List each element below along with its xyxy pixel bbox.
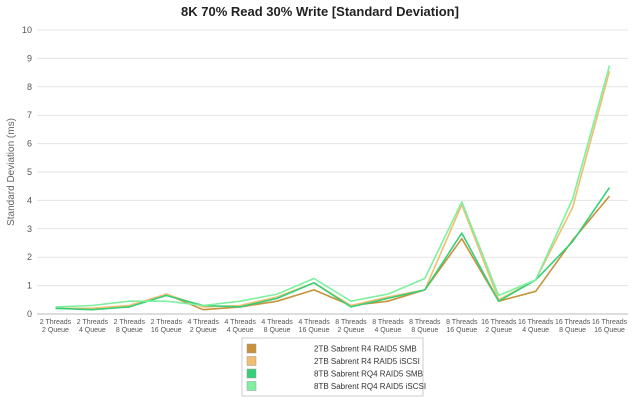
series-lines (55, 65, 611, 311)
legend-label: 2TB Sabrent R4 RAID5 iSCSI (314, 357, 420, 366)
legend-frame (241, 337, 424, 397)
x-axis-ticks: 2 Threads 2 Queue 2 Threads 4 Queue 2 Thread… (40, 319, 628, 334)
x-tick-label: 2 Threads 8 Queue (114, 319, 146, 334)
x-tick-label: 16 Threads 4 Queue (518, 319, 554, 334)
series-line-3 (55, 187, 611, 311)
y-tick-label: 4 (27, 195, 32, 205)
x-tick-label: 16 Threads 16 Queue (592, 319, 628, 334)
legend-swatch (246, 343, 257, 354)
legend-label: 8TB Sabrent RQ4 RAID5 SMB (314, 370, 423, 379)
legend-swatch (246, 381, 257, 391)
x-tick-label: 4 Threads 2 Queue (188, 319, 220, 334)
y-tick-label: 8 (27, 82, 32, 92)
x-tick-label: 16 Threads 8 Queue (555, 319, 591, 334)
y-tick-label: 7 (27, 110, 32, 120)
x-tick-label: 2 Threads 4 Queue (77, 319, 109, 334)
x-tick-label: 2 Threads 2 Queue (40, 319, 72, 334)
gridlines (37, 29, 628, 315)
legend-swatch (246, 368, 257, 379)
y-tick-label: 10 (22, 25, 32, 35)
y-tick-label: 3 (27, 224, 32, 234)
series-line-4 (55, 65, 611, 308)
y-tick-label: 1 (27, 281, 32, 291)
series-line-2 (55, 70, 611, 310)
y-axis-label: Standard Deviation (ms) (6, 118, 17, 226)
x-tick-label: 8 Threads 4 Queue (372, 319, 404, 334)
x-tick-label: 8 Threads 16 Queue (446, 319, 478, 334)
x-tick-label: 16 Threads 2 Queue (481, 319, 517, 334)
y-tick-label: 5 (27, 167, 32, 177)
legend-swatch (246, 356, 257, 366)
y-axis-ticks: 0 1 2 3 4 5 6 7 8 9 10 (22, 25, 32, 319)
legend-label: 2TB Sabrent R4 RAID5 SMB (314, 345, 417, 354)
y-tick-label: 6 (27, 139, 32, 149)
y-tick-label: 0 (27, 309, 32, 319)
y-tick-label: 9 (27, 53, 32, 63)
x-tick-label: 2 Threads 16 Queue (151, 319, 183, 334)
x-tick-label: 4 Threads 4 Queue (224, 319, 256, 334)
x-tick-label: 4 Threads 16 Queue (298, 319, 330, 334)
x-tick-label: 8 Threads 2 Queue (335, 319, 367, 334)
series-line-1 (55, 195, 611, 311)
x-tick-label: 8 Threads 8 Queue (409, 319, 441, 334)
x-tick-label: 4 Threads 8 Queue (261, 319, 293, 334)
legend: 2TB Sabrent R4 RAID5 SMB 2TB Sabrent R4 R… (241, 337, 426, 397)
legend-label: 8TB Sabrent RQ4 RAID5 iSCSI (314, 382, 426, 391)
y-tick-label: 2 (27, 252, 32, 262)
chart-title: 8K 70% Read 30% Write [Standard Deviatio… (181, 4, 459, 19)
